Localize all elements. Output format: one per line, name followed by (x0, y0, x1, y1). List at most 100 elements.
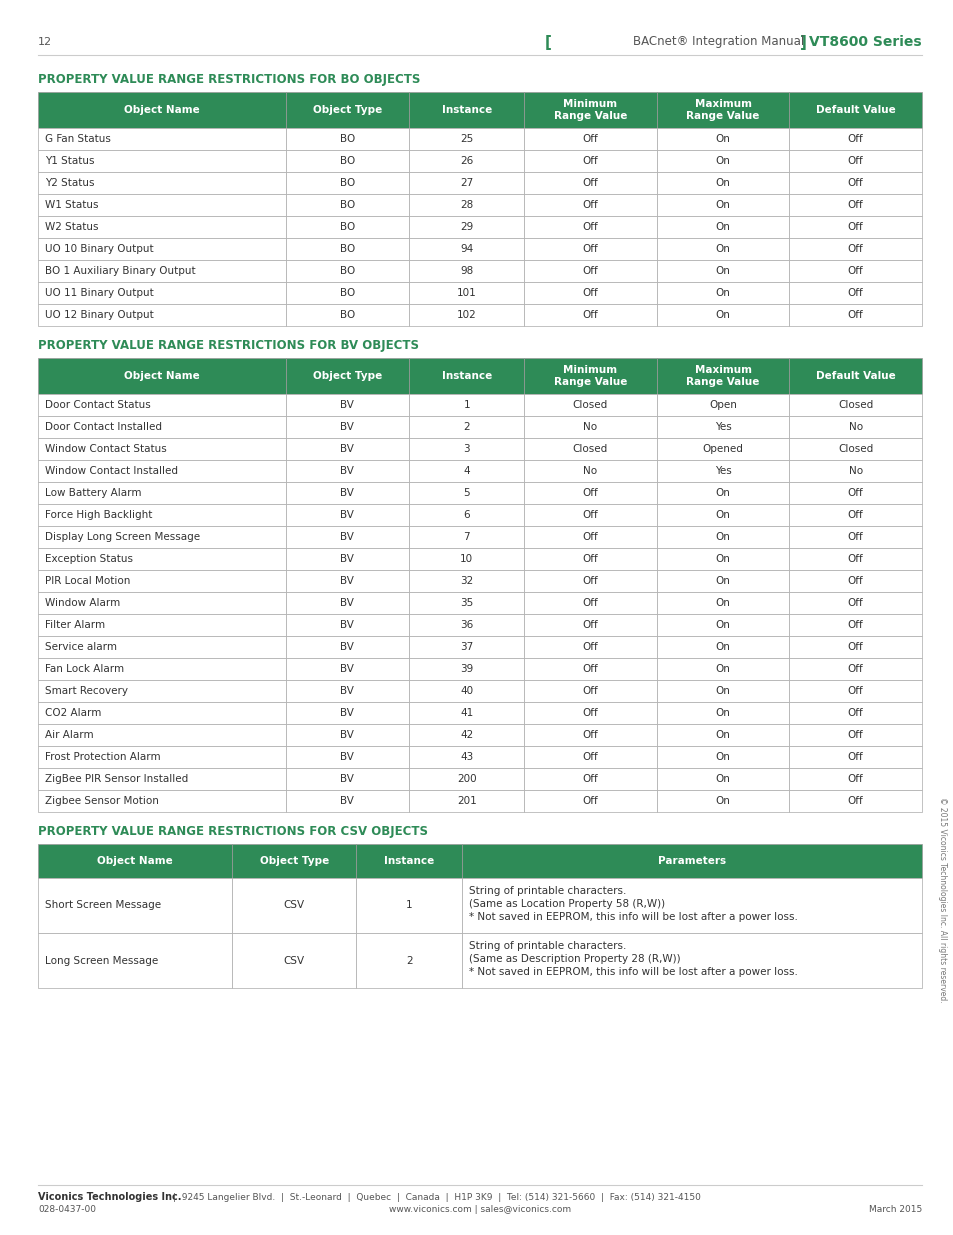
Bar (409, 724, 523, 746)
Bar (409, 548, 523, 571)
Text: Off: Off (582, 156, 598, 165)
Text: UO 12 Binary Output: UO 12 Binary Output (45, 310, 153, 320)
Text: Object Type: Object Type (313, 370, 381, 382)
Text: Off: Off (847, 222, 862, 232)
Bar (285, 194, 409, 216)
Bar (656, 768, 788, 790)
Bar (656, 548, 788, 571)
Text: 1: 1 (463, 400, 470, 410)
Text: Open: Open (708, 400, 737, 410)
Bar (38, 261, 285, 282)
Text: Object Type: Object Type (259, 856, 329, 866)
Text: Maximum
Range Value: Maximum Range Value (686, 364, 759, 388)
Bar (788, 304, 921, 326)
Bar (523, 416, 656, 438)
Text: Short Screen Message: Short Screen Message (45, 900, 161, 910)
Bar (788, 548, 921, 571)
Bar (523, 548, 656, 571)
Bar (656, 701, 788, 724)
Bar (523, 614, 656, 636)
Bar (285, 636, 409, 658)
Bar (656, 304, 788, 326)
Text: 43: 43 (459, 752, 473, 762)
Bar (38, 172, 285, 194)
Text: Off: Off (582, 774, 598, 784)
Text: © 2015 Viconics Technologies Inc. All rights reserved.: © 2015 Viconics Technologies Inc. All ri… (938, 797, 946, 1003)
Text: Off: Off (847, 532, 862, 542)
Text: 26: 26 (459, 156, 473, 165)
Bar (409, 394, 523, 416)
Text: Off: Off (582, 642, 598, 652)
Text: Viconics Technologies Inc.: Viconics Technologies Inc. (38, 1192, 181, 1202)
Bar (523, 526, 656, 548)
Bar (38, 844, 233, 878)
Text: Off: Off (582, 200, 598, 210)
Bar (409, 149, 523, 172)
Text: Closed: Closed (572, 445, 607, 454)
Text: On: On (715, 642, 730, 652)
Bar (788, 482, 921, 504)
Bar (788, 790, 921, 811)
Bar (656, 172, 788, 194)
Bar (38, 680, 285, 701)
Bar (285, 724, 409, 746)
Bar (523, 149, 656, 172)
Bar (523, 172, 656, 194)
Bar (38, 416, 285, 438)
Text: Force High Backlight: Force High Backlight (45, 510, 152, 520)
Text: 39: 39 (459, 664, 473, 674)
Bar (788, 216, 921, 238)
Text: BV: BV (340, 488, 354, 498)
Bar (788, 194, 921, 216)
Text: BO: BO (339, 266, 355, 275)
Bar (656, 636, 788, 658)
Bar (523, 658, 656, 680)
Bar (285, 504, 409, 526)
Text: W1 Status: W1 Status (45, 200, 98, 210)
Bar (38, 571, 285, 592)
Bar (788, 614, 921, 636)
Text: On: On (715, 266, 730, 275)
Text: Door Contact Status: Door Contact Status (45, 400, 151, 410)
Text: BV: BV (340, 774, 354, 784)
Text: Off: Off (847, 488, 862, 498)
Bar (656, 724, 788, 746)
Bar (523, 194, 656, 216)
Text: VT8600 Series: VT8600 Series (808, 35, 921, 49)
Bar (38, 636, 285, 658)
Text: BV: BV (340, 752, 354, 762)
Bar (788, 571, 921, 592)
Text: Off: Off (847, 135, 862, 144)
Text: Smart Recovery: Smart Recovery (45, 685, 128, 697)
Text: Off: Off (582, 266, 598, 275)
Text: Instance: Instance (441, 105, 492, 115)
Text: 94: 94 (459, 245, 473, 254)
Text: 40: 40 (459, 685, 473, 697)
Bar (409, 790, 523, 811)
Text: String of printable characters.
(Same as Description Property 28 (R,W))
* Not sa: String of printable characters. (Same as… (469, 941, 798, 977)
Text: 1: 1 (406, 900, 412, 910)
Bar (656, 282, 788, 304)
Text: On: On (715, 797, 730, 806)
Bar (38, 932, 233, 988)
Bar (38, 592, 285, 614)
Text: Off: Off (847, 598, 862, 608)
Text: Display Long Screen Message: Display Long Screen Message (45, 532, 200, 542)
Text: BV: BV (340, 576, 354, 585)
Bar (285, 526, 409, 548)
Text: [: [ (544, 35, 552, 49)
Bar (656, 416, 788, 438)
Text: BV: BV (340, 730, 354, 740)
Text: BV: BV (340, 797, 354, 806)
Text: Object Name: Object Name (124, 370, 199, 382)
Text: 6: 6 (463, 510, 470, 520)
Text: PROPERTY VALUE RANGE RESTRICTIONS FOR BO OBJECTS: PROPERTY VALUE RANGE RESTRICTIONS FOR BO… (38, 73, 420, 85)
Text: Zigbee Sensor Motion: Zigbee Sensor Motion (45, 797, 159, 806)
Text: On: On (715, 555, 730, 564)
Bar (656, 238, 788, 261)
Bar (656, 504, 788, 526)
Text: BO: BO (339, 200, 355, 210)
Bar (788, 149, 921, 172)
Text: 028-0437-00: 028-0437-00 (38, 1204, 96, 1214)
Bar (409, 592, 523, 614)
